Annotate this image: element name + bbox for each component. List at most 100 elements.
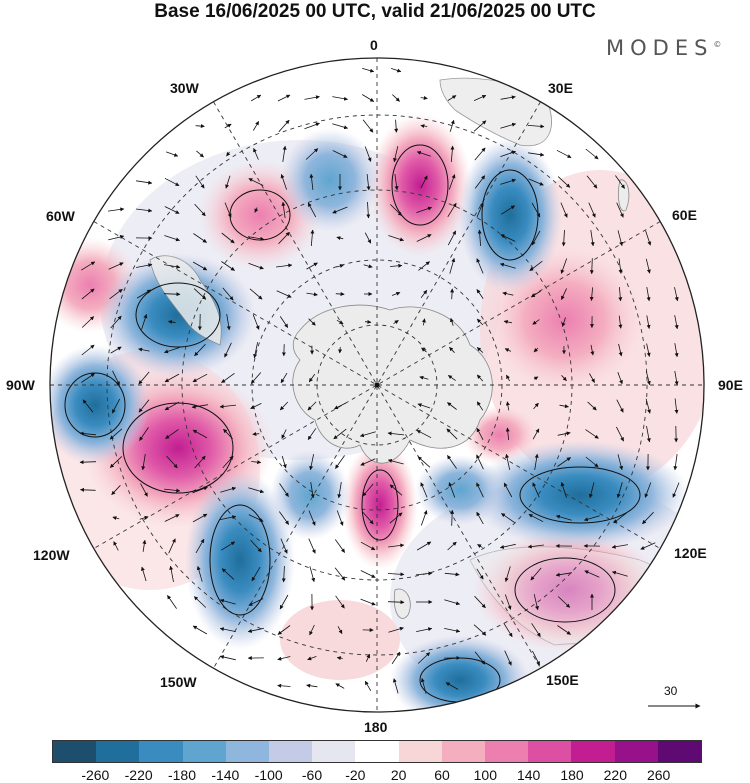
wind-vector <box>674 287 679 302</box>
wind-vector <box>141 566 147 582</box>
wind-vector <box>250 372 262 384</box>
colorbar-cell <box>614 741 658 762</box>
wind-vector <box>530 290 541 298</box>
wind-vector <box>168 538 176 554</box>
reference-vector-label: 30 <box>664 684 678 698</box>
wind-vector <box>476 258 484 274</box>
wind-vector <box>476 289 484 299</box>
south-pole-marker <box>374 382 380 388</box>
wind-vector <box>500 178 516 185</box>
wind-vector <box>476 318 484 326</box>
wind-vector <box>335 683 345 689</box>
lon-label-150e: 150E <box>546 672 579 688</box>
wind-vector <box>304 122 320 130</box>
wind-vector <box>500 122 517 129</box>
wind-vector <box>169 565 174 582</box>
wind-vector <box>336 236 344 241</box>
wind-vector <box>617 454 624 471</box>
wind-vector <box>196 150 204 158</box>
wind-vector <box>221 568 235 580</box>
wind-vector <box>531 623 541 638</box>
wind-vector <box>416 206 432 213</box>
wind-vector <box>388 626 404 633</box>
wind-vector <box>164 514 180 522</box>
wind-vector <box>449 317 454 326</box>
wind-vector <box>306 292 318 297</box>
negative-anomaly <box>415 455 505 525</box>
wind-vector <box>476 482 484 498</box>
wind-vector <box>616 482 623 499</box>
wind-vector <box>394 174 399 191</box>
wind-vector <box>476 202 484 218</box>
wind-vector <box>195 538 205 554</box>
wind-vector <box>618 343 623 357</box>
wind-vector <box>139 515 149 520</box>
wind-vector <box>309 173 314 190</box>
wind-vector <box>332 150 348 158</box>
lon-label-120w: 120W <box>33 547 70 563</box>
wind-vector <box>196 565 203 582</box>
wind-vector <box>334 567 346 581</box>
wind-vector <box>419 375 429 380</box>
wind-vector <box>500 95 516 100</box>
wind-vector <box>309 566 316 583</box>
wind-vector <box>136 208 153 213</box>
wind-vector <box>528 152 545 157</box>
wind-vector <box>533 376 539 381</box>
wind-vector <box>420 124 428 129</box>
wind-vector <box>557 596 571 608</box>
wind-vector <box>362 483 374 497</box>
wind-vector <box>364 232 372 244</box>
wind-vector <box>646 315 651 329</box>
colorbar-tick-label: 100 <box>473 767 498 783</box>
negative-anomaly <box>50 345 150 465</box>
wind-vector <box>560 202 568 218</box>
wind-vector <box>277 656 291 661</box>
wind-vector <box>362 68 375 73</box>
wind-vector <box>615 175 625 189</box>
wind-vector <box>250 403 262 409</box>
wind-vector <box>250 539 262 553</box>
wind-vector <box>415 571 433 576</box>
wind-vector <box>192 486 208 494</box>
wind-vector <box>249 288 263 300</box>
wind-vector <box>420 289 428 298</box>
wind-vector <box>192 429 208 439</box>
colorbar-cell <box>139 741 183 762</box>
wind-vector <box>449 119 455 132</box>
wind-vector <box>307 656 317 661</box>
colorbar-cell <box>657 741 702 762</box>
wind-vector <box>448 174 456 190</box>
colorbar-tick-label: 220 <box>603 767 628 783</box>
wind-vector <box>588 482 595 499</box>
wind-vector <box>164 401 180 411</box>
colorbar-tick-label: -260 <box>81 767 110 783</box>
wind-vector <box>334 402 346 410</box>
wind-vector <box>167 595 177 609</box>
wind-vector <box>164 373 180 383</box>
wind-vector <box>446 428 458 440</box>
colorbar-tick-label: 140 <box>516 767 541 783</box>
wind-vector <box>281 201 286 218</box>
wind-vector <box>332 123 349 130</box>
wind-vector <box>645 371 651 386</box>
wind-vector <box>109 456 123 468</box>
chart-title: Base 16/06/2025 00 UTC, valid 21/06/2025… <box>154 1 596 22</box>
wind-vector <box>361 94 375 102</box>
lon-label-0: 0 <box>370 37 378 53</box>
wind-vector <box>276 290 292 298</box>
wind-vector <box>278 511 290 525</box>
wind-vector <box>561 317 566 327</box>
wind-vector <box>365 653 371 662</box>
positive-anomaly <box>368 113 472 257</box>
wind-vector <box>337 482 342 499</box>
wind-vector <box>223 428 233 440</box>
positive-anomaly <box>280 600 400 680</box>
wind-vector <box>141 314 148 330</box>
wind-vector <box>80 261 96 271</box>
wind-vector <box>247 627 264 633</box>
wind-vector <box>363 264 373 269</box>
wind-vector <box>248 487 265 494</box>
colorbar-tick-label: -100 <box>254 767 283 783</box>
wind-vector <box>590 344 595 356</box>
